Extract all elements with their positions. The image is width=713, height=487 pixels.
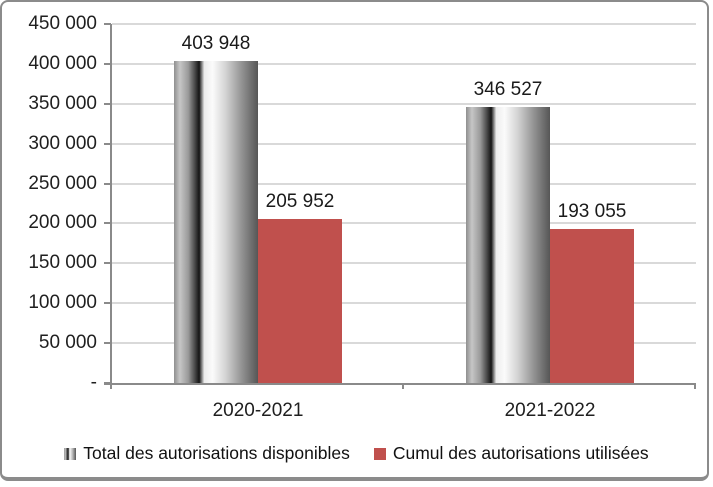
x-axis-tick <box>110 383 112 389</box>
y-axis <box>110 24 112 383</box>
gridline <box>112 23 696 25</box>
category-label: 2020-2021 <box>212 400 304 421</box>
y-axis-tick <box>104 23 111 25</box>
gridline <box>112 182 696 185</box>
legend-label-total: Total des autorisations disponibles <box>83 443 350 463</box>
bar-total[interactable] <box>466 106 550 383</box>
gridline <box>112 302 696 305</box>
bar-cumul[interactable] <box>550 228 634 383</box>
y-axis-label: 350 000 <box>28 92 97 114</box>
gridline <box>112 142 696 145</box>
gridline <box>112 262 696 265</box>
y-axis-label: 150 000 <box>28 252 97 274</box>
x-axis-tick <box>694 383 696 389</box>
gridline <box>112 62 696 65</box>
y-axis-label: 50 000 <box>38 332 97 354</box>
gridline <box>112 342 696 345</box>
y-axis-label: 100 000 <box>28 292 97 314</box>
gray-series-marker-icon <box>64 447 77 460</box>
y-axis-tick <box>104 102 111 105</box>
data-label: 205 952 <box>265 190 335 212</box>
y-axis-tick <box>104 62 111 65</box>
y-axis-tick <box>104 222 111 225</box>
y-axis-tick <box>104 342 111 345</box>
gridline <box>112 102 696 105</box>
data-label: 346 527 <box>473 78 543 100</box>
data-label: 403 948 <box>181 32 251 54</box>
y-axis-tick <box>104 182 111 185</box>
red-series-marker-icon <box>373 447 386 460</box>
y-axis-label: 200 000 <box>28 212 97 234</box>
gridline <box>112 222 696 225</box>
legend-label-cumul: Cumul des autorisations utilisées <box>392 443 649 463</box>
bar-cumul[interactable] <box>258 218 342 383</box>
y-axis-label: 250 000 <box>28 172 97 194</box>
legend: Total des autorisations disponibles Cumu… <box>0 443 713 464</box>
y-axis-label: - <box>90 372 97 393</box>
y-axis-tick <box>104 142 111 145</box>
bar-total[interactable] <box>174 60 258 383</box>
y-axis-tick <box>104 302 111 305</box>
y-axis-tick <box>104 262 111 265</box>
x-axis <box>104 383 696 385</box>
legend-item-cumul[interactable]: Cumul des autorisations utilisées <box>373 443 649 464</box>
y-axis-label: 400 000 <box>28 52 97 74</box>
data-label: 193 055 <box>557 200 627 222</box>
y-axis-label: 450 000 <box>28 13 97 34</box>
y-axis-label: 300 000 <box>28 132 97 154</box>
legend-item-total[interactable]: Total des autorisations disponibles <box>64 443 350 464</box>
x-axis-tick <box>402 383 404 389</box>
category-label: 2021-2022 <box>504 400 596 421</box>
